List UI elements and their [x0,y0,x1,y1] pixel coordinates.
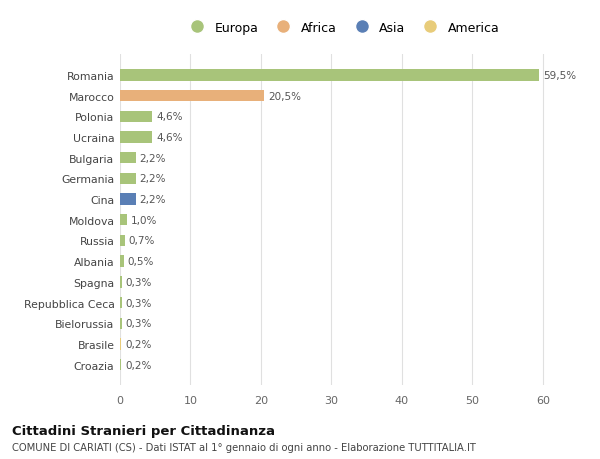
Text: 2,2%: 2,2% [139,195,166,205]
Bar [120,277,122,288]
Bar [120,215,127,226]
Text: 0,2%: 0,2% [125,360,151,370]
Text: 4,6%: 4,6% [156,133,182,143]
Text: 59,5%: 59,5% [543,71,576,81]
Text: 0,3%: 0,3% [125,319,152,329]
Text: 0,5%: 0,5% [127,257,154,267]
Text: 20,5%: 20,5% [268,91,301,101]
Legend: Europa, Africa, Asia, America: Europa, Africa, Asia, America [184,22,500,34]
Text: 2,2%: 2,2% [139,153,166,163]
Text: 0,7%: 0,7% [128,236,155,246]
Text: 4,6%: 4,6% [156,112,182,122]
Text: 1,0%: 1,0% [131,215,157,225]
Bar [120,339,121,350]
Text: 0,2%: 0,2% [125,339,151,349]
Bar [120,132,152,143]
Text: 0,3%: 0,3% [125,298,152,308]
Bar [120,235,125,246]
Bar [120,174,136,185]
Bar [120,112,152,123]
Text: 2,2%: 2,2% [139,174,166,184]
Bar [120,297,122,308]
Bar [120,91,265,102]
Bar [120,194,136,205]
Text: COMUNE DI CARIATI (CS) - Dati ISTAT al 1° gennaio di ogni anno - Elaborazione TU: COMUNE DI CARIATI (CS) - Dati ISTAT al 1… [12,442,476,452]
Text: 0,3%: 0,3% [125,277,152,287]
Bar [120,153,136,164]
Text: Cittadini Stranieri per Cittadinanza: Cittadini Stranieri per Cittadinanza [12,425,275,437]
Bar [120,256,124,267]
Bar [120,318,122,329]
Bar [120,359,121,370]
Bar [120,70,539,81]
